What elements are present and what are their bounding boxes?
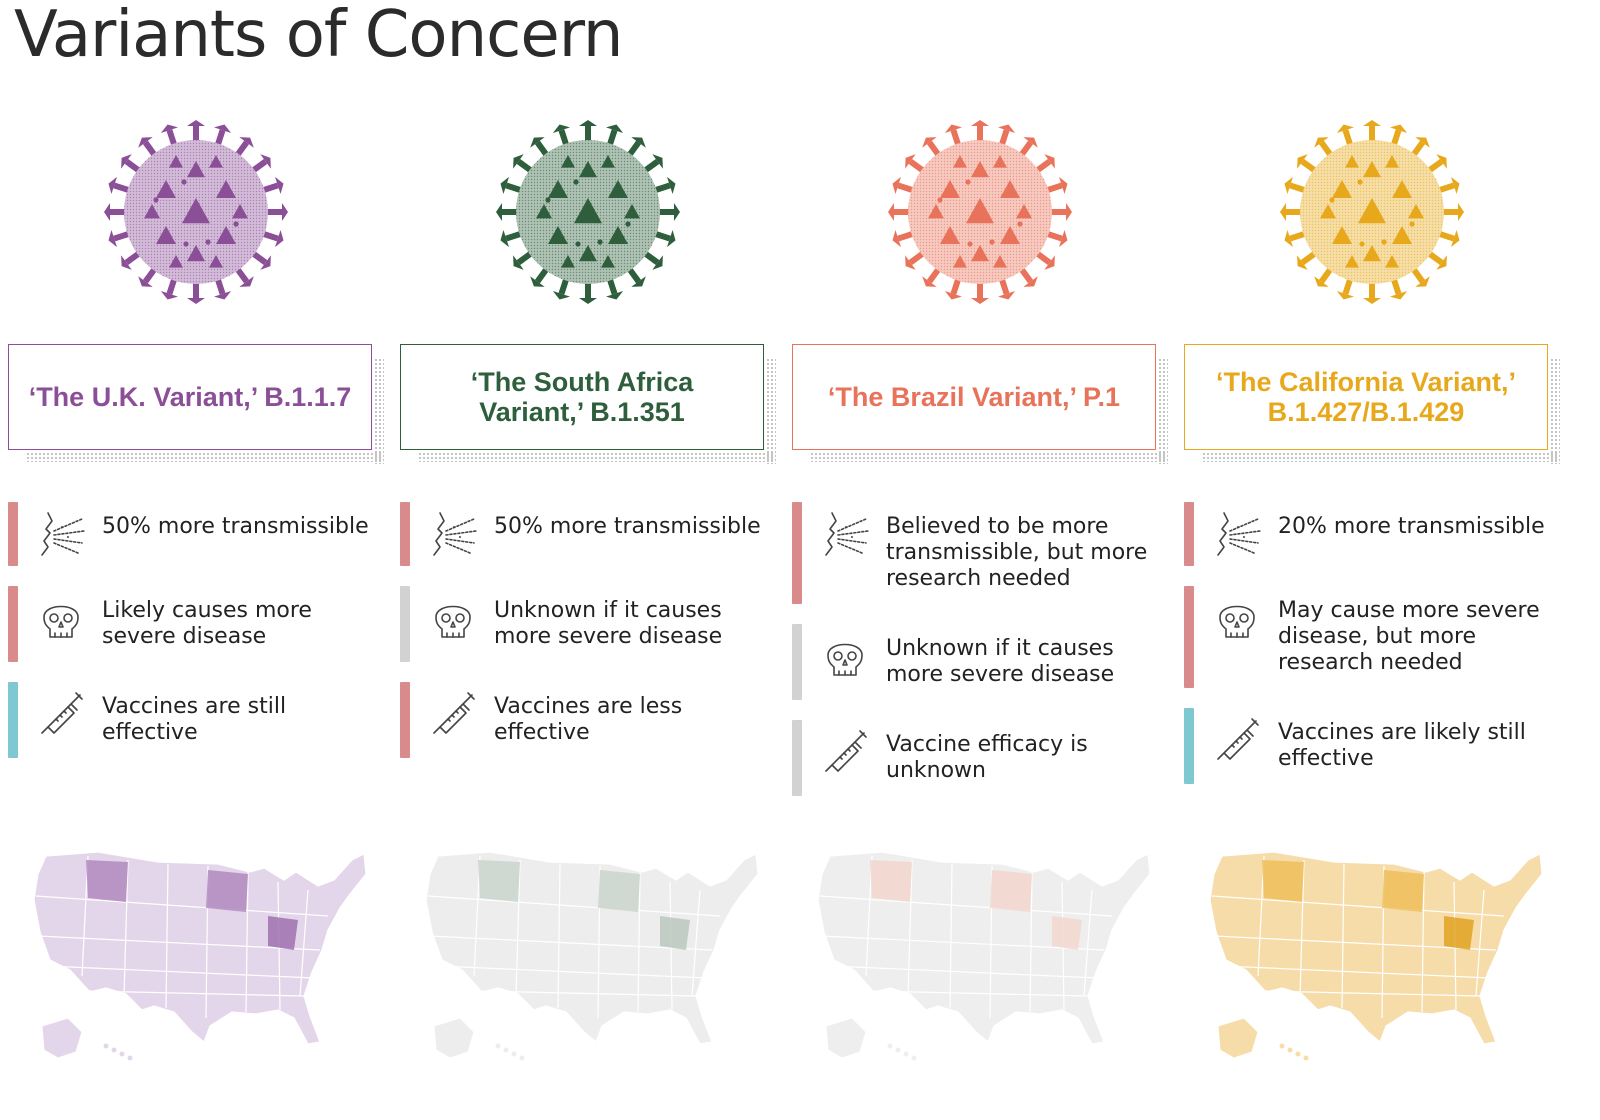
sneeze-icon (1208, 502, 1266, 566)
attribute-list: 50% more transmissible Unknown if it cau… (400, 502, 772, 778)
variant-name-box: ‘The Brazil Variant,’ P.1 (792, 344, 1156, 450)
dot-shadow (810, 452, 1166, 462)
attribute-text: May cause more severe disease, but more … (1278, 598, 1540, 675)
level-bar (400, 682, 410, 758)
attribute-row: Vaccines are likely still effective (1184, 708, 1556, 784)
virus-icon (96, 112, 296, 312)
dot-shadow (1158, 358, 1168, 464)
level-bar (792, 502, 802, 604)
attribute-row: Believed to be more transmissible, but m… (792, 502, 1164, 604)
attribute-row: Likely causes more severe disease (8, 586, 380, 662)
variant-name: ‘The U.K. Variant,’ B.1.1.7 (28, 382, 352, 412)
level-bar (8, 586, 18, 662)
us-map (420, 846, 780, 1066)
variant-name-box: ‘The U.K. Variant,’ B.1.1.7 (8, 344, 372, 450)
attribute-row: 20% more transmissible (1184, 502, 1556, 566)
attribute-row: May cause more severe disease, but more … (1184, 586, 1556, 688)
variant-name-box: ‘The California Variant,’ B.1.427/B.1.42… (1184, 344, 1548, 450)
variant-column: ‘The South Africa Variant,’ B.1.351 50% … (400, 0, 776, 1120)
level-bar (1184, 708, 1194, 784)
attribute-text: Unknown if it causes more severe disease (886, 636, 1115, 687)
variant-column: ‘The California Variant,’ B.1.427/B.1.42… (1184, 0, 1560, 1120)
attribute-text: Unknown if it causes more severe disease (494, 598, 723, 649)
attribute-list: 20% more transmissible May cause more se… (1184, 502, 1556, 804)
sneeze-icon (32, 502, 90, 566)
us-map (812, 846, 1172, 1066)
skull-icon (816, 624, 874, 688)
dot-shadow (418, 452, 774, 462)
syringe-icon (816, 720, 874, 784)
variant-name: ‘The South Africa Variant,’ B.1.351 (470, 367, 694, 427)
sneeze-icon (424, 502, 482, 566)
attribute-row: Unknown if it causes more severe disease (792, 624, 1164, 700)
attribute-text: 50% more transmissible (102, 514, 369, 539)
attribute-text: Vaccines are less effective (494, 694, 683, 745)
attribute-row: 50% more transmissible (400, 502, 772, 566)
skull-icon (32, 586, 90, 650)
skull-icon (1208, 586, 1266, 650)
level-bar (792, 624, 802, 700)
syringe-icon (1208, 708, 1266, 772)
syringe-icon (424, 682, 482, 746)
attribute-row: Vaccines are still effective (8, 682, 380, 758)
us-map (28, 846, 388, 1066)
level-bar (8, 682, 18, 758)
sneeze-icon (816, 502, 874, 566)
virus-icon (488, 112, 688, 312)
attribute-list: Believed to be more transmissible, but m… (792, 502, 1164, 816)
attribute-row: Vaccine efficacy is unknown (792, 720, 1164, 796)
attribute-text: 50% more transmissible (494, 514, 761, 539)
dot-shadow (374, 358, 384, 464)
dot-shadow (1202, 452, 1558, 462)
variant-name-box: ‘The South Africa Variant,’ B.1.351 (400, 344, 764, 450)
dot-shadow (1550, 358, 1560, 464)
attribute-row: Unknown if it causes more severe disease (400, 586, 772, 662)
virus-icon (1272, 112, 1472, 312)
variant-name: ‘The California Variant,’ B.1.427/B.1.42… (1215, 367, 1517, 427)
virus-icon (880, 112, 1080, 312)
syringe-icon (32, 682, 90, 746)
attribute-text: Vaccine efficacy is unknown (886, 732, 1088, 783)
attribute-text: Likely causes more severe disease (102, 598, 312, 649)
dot-shadow (766, 358, 776, 464)
attribute-text: Vaccines are still effective (102, 694, 287, 745)
variant-name: ‘The Brazil Variant,’ P.1 (827, 382, 1121, 412)
level-bar (792, 720, 802, 796)
attribute-text: 20% more transmissible (1278, 514, 1545, 539)
skull-icon (424, 586, 482, 650)
level-bar (1184, 502, 1194, 566)
level-bar (400, 502, 410, 566)
page-title: Variants of Concern (14, 0, 623, 72)
dot-shadow (26, 452, 382, 462)
level-bar (8, 502, 18, 566)
attribute-text: Believed to be more transmissible, but m… (886, 514, 1148, 591)
us-map (1204, 846, 1564, 1066)
attribute-row: Vaccines are less effective (400, 682, 772, 758)
attribute-row: 50% more transmissible (8, 502, 380, 566)
attribute-text: Vaccines are likely still effective (1278, 720, 1526, 771)
level-bar (1184, 586, 1194, 688)
variant-column: ‘The U.K. Variant,’ B.1.1.7 50% more tra… (8, 0, 384, 1120)
variant-column: ‘The Brazil Variant,’ P.1 Believed to be… (792, 0, 1168, 1120)
level-bar (400, 586, 410, 662)
attribute-list: 50% more transmissible Likely causes mor… (8, 502, 380, 778)
